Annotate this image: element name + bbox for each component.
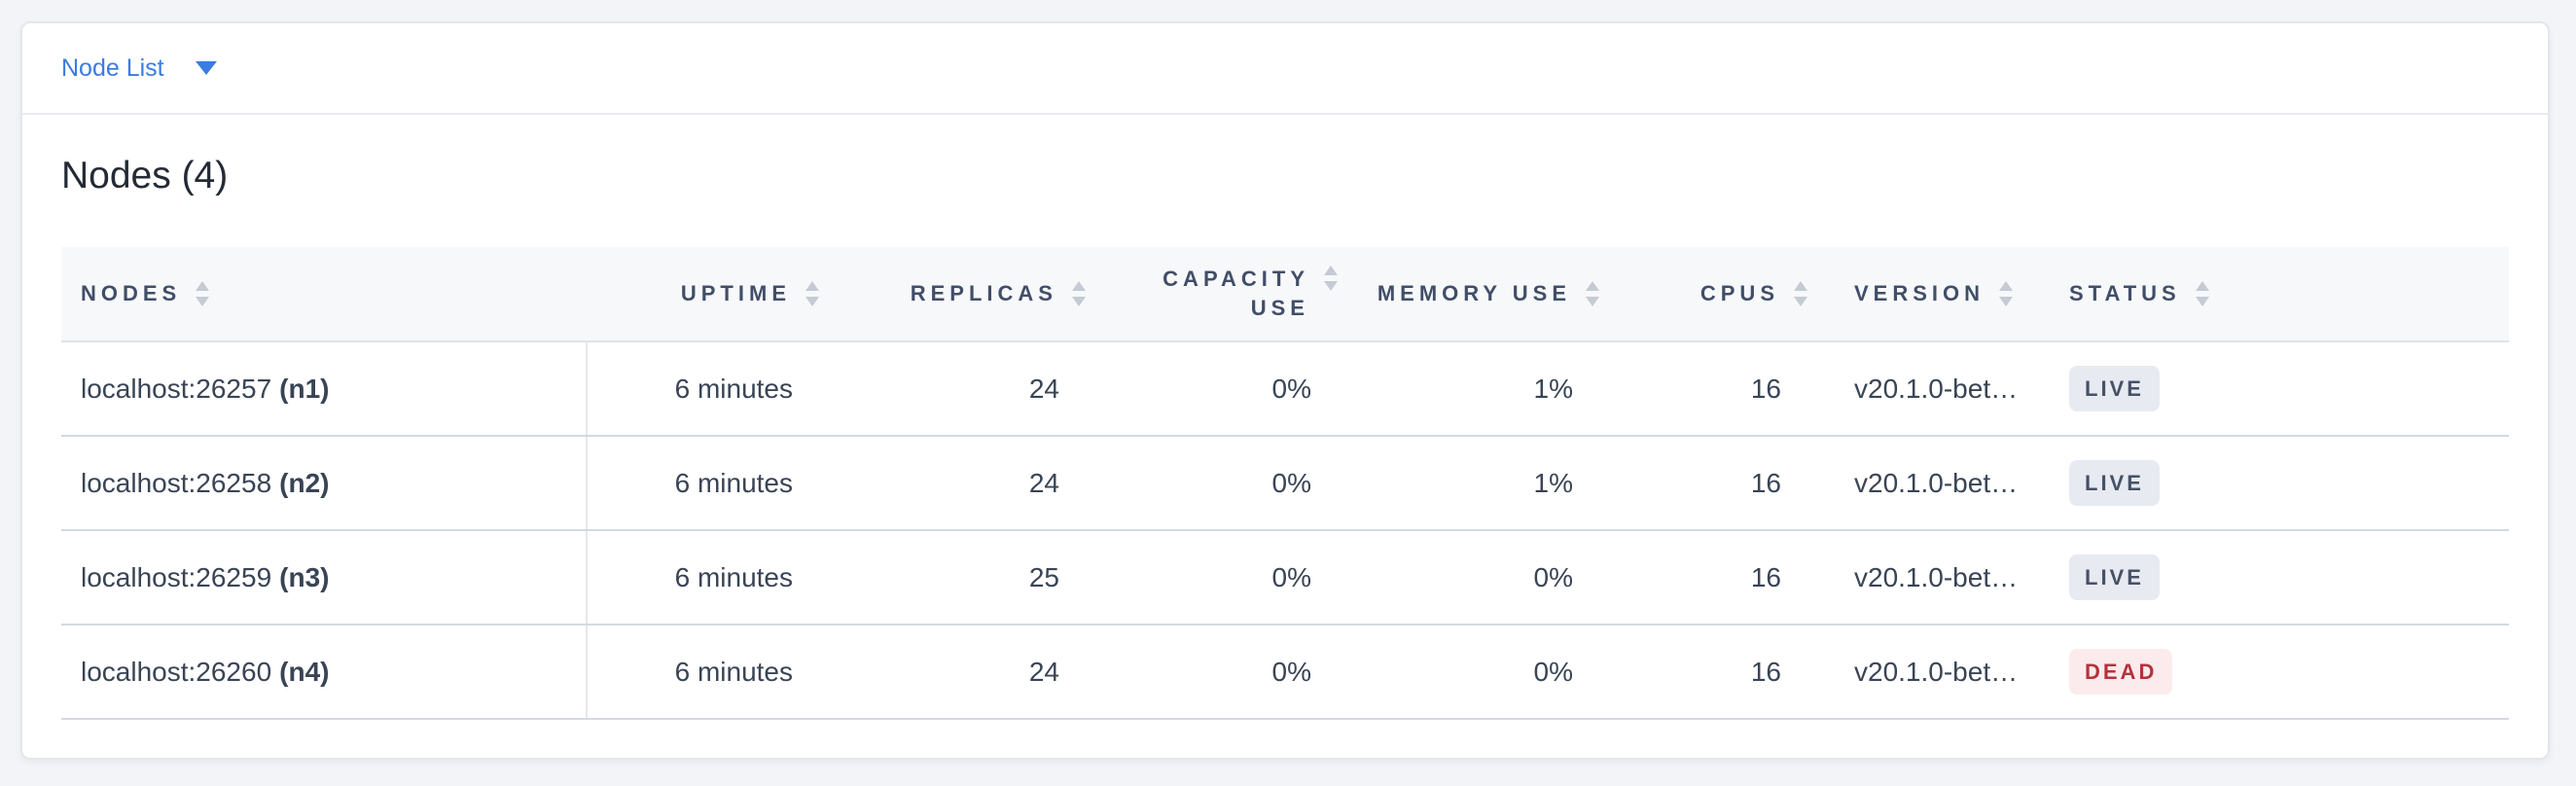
node-address-cell: localhost:26260 (n4)	[61, 625, 588, 720]
node-list-card: Node List Nodes (4) NODES	[20, 21, 2550, 760]
cpus-cell: 16	[1616, 530, 1824, 625]
table-row: localhost:26260 (n4) 6 minutes 24 0% 0% 1…	[61, 625, 2509, 720]
sort-icon[interactable]	[1067, 278, 1091, 309]
view-selector-bar: Node List	[22, 23, 2548, 115]
status-cell: DEAD	[2039, 625, 2509, 720]
cpus-cell: 16	[1616, 625, 1824, 720]
view-selector-dropdown[interactable]: Node List	[61, 54, 217, 82]
node-id: (n4)	[279, 656, 330, 687]
column-header-memory-use[interactable]: MEMORY USE	[1354, 247, 1616, 342]
view-selector-label: Node List	[61, 54, 164, 82]
capacity-use-cell: 0%	[1102, 530, 1354, 625]
memory-use-cell: 0%	[1354, 530, 1616, 625]
column-header-status[interactable]: STATUS	[2039, 247, 2509, 342]
cpus-cell: 16	[1616, 341, 1824, 437]
node-address: localhost:26259	[81, 561, 272, 592]
column-header-nodes[interactable]: NODES	[61, 247, 587, 342]
nodes-table: NODES UPTIME REPLICAS	[61, 247, 2509, 720]
capacity-use-cell: 0%	[1102, 341, 1354, 437]
status-badge: LIVE	[2069, 554, 2160, 600]
capacity-use-cell: 0%	[1102, 436, 1354, 531]
status-cell: LIVE	[2039, 530, 2509, 625]
cpus-cell: 16	[1616, 436, 1824, 531]
sort-icon[interactable]	[2191, 278, 2214, 309]
replicas-cell: 25	[836, 530, 1102, 625]
replicas-cell: 24	[836, 341, 1102, 437]
version-cell: v20.1.0-bet…	[1824, 341, 2039, 437]
status-badge: LIVE	[2069, 366, 2160, 411]
capacity-use-cell: 0%	[1102, 625, 1354, 720]
memory-use-cell: 0%	[1354, 625, 1616, 720]
sort-icon[interactable]	[1789, 278, 1812, 309]
column-header-capacity-use[interactable]: CAPACITY USE	[1102, 247, 1354, 342]
memory-use-cell: 1%	[1354, 436, 1616, 531]
uptime-cell: 6 minutes	[587, 436, 836, 531]
node-address-cell: localhost:26257 (n1)	[61, 341, 588, 437]
node-list-panel: Nodes (4) NODES UPTIME	[22, 154, 2548, 720]
version-cell: v20.1.0-bet…	[1824, 436, 2039, 531]
table-header-row: NODES UPTIME REPLICAS	[61, 247, 2509, 342]
sort-icon[interactable]	[1994, 278, 2018, 309]
sort-icon[interactable]	[1319, 263, 1342, 294]
table-row: localhost:26259 (n3) 6 minutes 25 0% 0% 1…	[61, 530, 2509, 625]
node-address: localhost:26258	[81, 467, 272, 498]
status-badge: LIVE	[2069, 460, 2160, 506]
status-badge: DEAD	[2069, 649, 2173, 695]
version-cell: v20.1.0-bet…	[1824, 530, 2039, 625]
uptime-cell: 6 minutes	[587, 625, 836, 720]
column-header-replicas[interactable]: REPLICAS	[836, 247, 1102, 342]
replicas-cell: 24	[836, 625, 1102, 720]
node-id: (n1)	[279, 373, 330, 404]
column-header-uptime[interactable]: UPTIME	[587, 247, 836, 342]
memory-use-cell: 1%	[1354, 341, 1616, 437]
table-row: localhost:26258 (n2) 6 minutes 24 0% 1% 1…	[61, 436, 2509, 531]
page-title: Nodes (4)	[61, 155, 229, 196]
node-address-cell: localhost:26258 (n2)	[61, 436, 588, 531]
status-cell: LIVE	[2039, 436, 2509, 531]
column-header-version[interactable]: VERSION	[1824, 247, 2039, 342]
table-row: localhost:26257 (n1) 6 minutes 24 0% 1% 1…	[61, 341, 2509, 437]
sort-icon[interactable]	[1581, 278, 1604, 309]
node-id: (n3)	[279, 561, 330, 592]
sort-icon[interactable]	[191, 278, 214, 309]
status-cell: LIVE	[2039, 341, 2509, 437]
column-header-cpus[interactable]: CPUS	[1616, 247, 1824, 342]
sort-icon[interactable]	[801, 278, 824, 309]
chevron-down-icon	[195, 61, 217, 75]
replicas-cell: 24	[836, 436, 1102, 531]
node-address-cell: localhost:26259 (n3)	[61, 530, 588, 625]
node-id: (n2)	[279, 467, 330, 498]
uptime-cell: 6 minutes	[587, 341, 836, 437]
node-address: localhost:26260	[81, 656, 272, 687]
uptime-cell: 6 minutes	[587, 530, 836, 625]
node-address: localhost:26257	[81, 373, 272, 404]
version-cell: v20.1.0-bet…	[1824, 625, 2039, 720]
